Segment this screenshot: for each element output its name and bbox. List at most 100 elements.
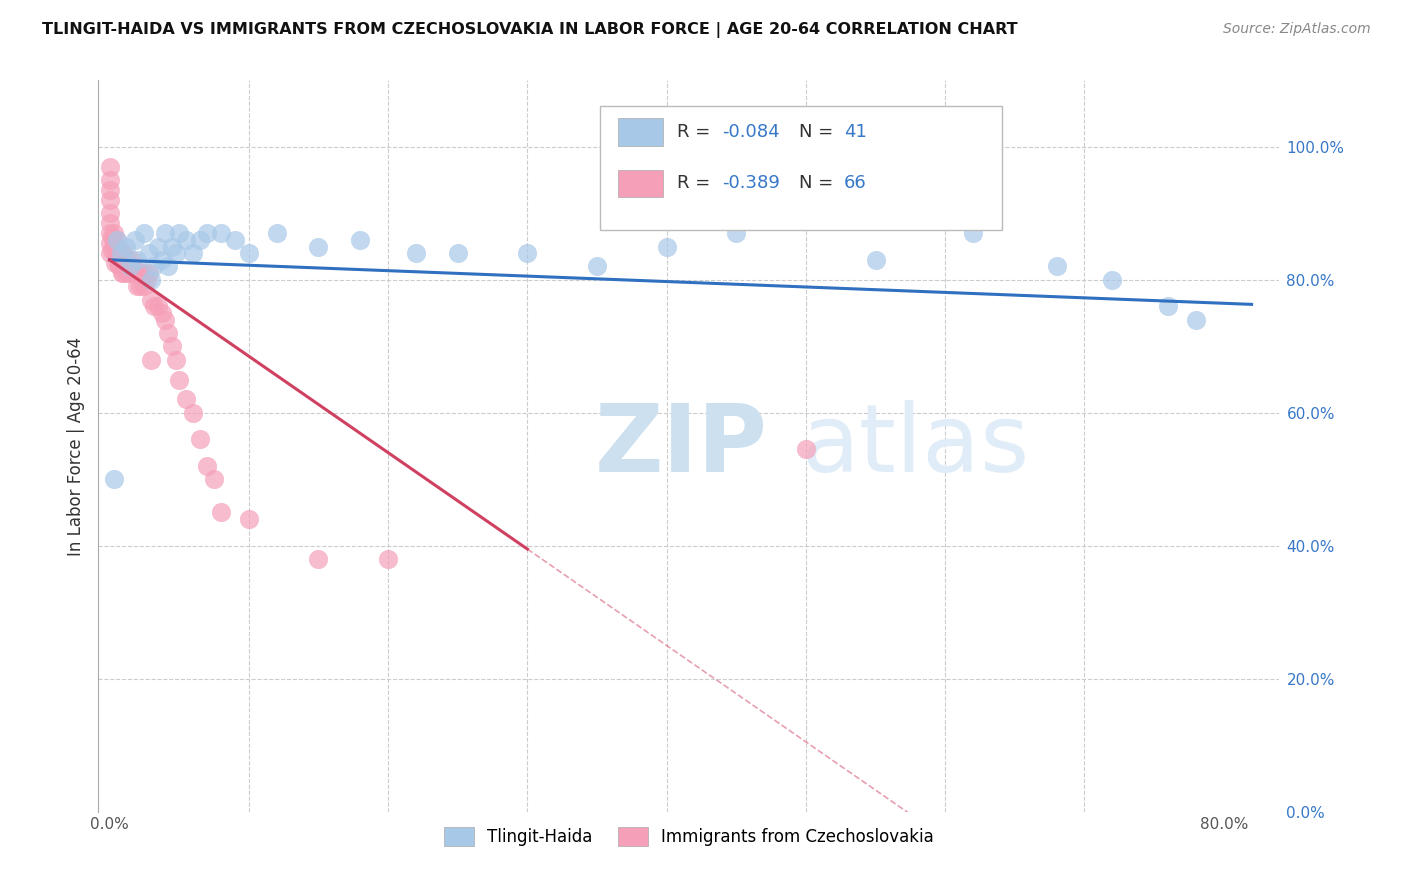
Point (209, 506, 232, 520)
Point (167, 372, 190, 386)
Point (98, 236, 121, 251)
Point (104, 256, 127, 270)
Text: 66: 66 (844, 175, 866, 193)
Point (98, 206, 121, 220)
Point (122, 260, 145, 274)
Point (121, 252, 143, 267)
Point (136, 273, 159, 287)
Point (209, 226, 232, 240)
Point (586, 260, 609, 274)
Text: R =: R = (678, 123, 716, 141)
Point (117, 256, 139, 270)
Point (120, 266, 142, 280)
Point (238, 246, 260, 260)
Point (129, 279, 152, 293)
Point (110, 260, 132, 274)
Point (794, 442, 817, 457)
Point (105, 233, 128, 247)
Point (266, 226, 288, 240)
Text: -0.084: -0.084 (723, 123, 780, 141)
Point (141, 293, 163, 307)
FancyBboxPatch shape (619, 119, 664, 146)
Point (114, 252, 136, 267)
Point (516, 246, 538, 260)
Point (143, 299, 166, 313)
Point (148, 299, 170, 313)
Text: ZIP: ZIP (595, 400, 768, 492)
Point (134, 266, 156, 280)
Point (112, 246, 135, 260)
Point (110, 246, 132, 260)
Point (202, 472, 225, 486)
Point (157, 326, 180, 340)
Point (108, 246, 131, 260)
Point (188, 433, 211, 447)
Point (181, 406, 204, 420)
Point (124, 233, 146, 247)
Point (98, 216, 121, 230)
Point (103, 472, 125, 486)
Point (195, 226, 218, 240)
Point (111, 252, 134, 267)
Text: N =: N = (799, 123, 839, 141)
Point (127, 279, 149, 293)
Point (114, 262, 136, 277)
FancyBboxPatch shape (600, 106, 1002, 230)
Point (112, 266, 135, 280)
Point (794, 193, 817, 207)
Point (101, 243, 124, 257)
Point (103, 226, 125, 240)
Point (124, 266, 146, 280)
Point (157, 260, 180, 274)
Point (138, 246, 160, 260)
Text: atlas: atlas (801, 400, 1029, 492)
Text: N =: N = (799, 175, 839, 193)
Point (141, 352, 163, 367)
Point (120, 260, 142, 274)
Point (1101, 273, 1123, 287)
Point (1185, 312, 1208, 326)
Point (1046, 260, 1069, 274)
Point (98, 183, 121, 197)
Point (118, 260, 141, 274)
Point (103, 236, 125, 251)
Point (447, 246, 470, 260)
Point (188, 233, 211, 247)
Legend: Tlingit-Haida, Immigrants from Czechoslovakia: Tlingit-Haida, Immigrants from Czechoslo… (436, 819, 942, 855)
Point (1157, 299, 1180, 313)
Point (725, 226, 748, 240)
Point (165, 246, 187, 260)
Text: R =: R = (678, 175, 716, 193)
Point (105, 243, 128, 257)
FancyBboxPatch shape (619, 169, 664, 197)
Point (138, 266, 160, 280)
Point (174, 392, 197, 407)
Point (98, 173, 121, 187)
Point (134, 279, 156, 293)
Point (104, 246, 127, 260)
Text: Source: ZipAtlas.com: Source: ZipAtlas.com (1223, 22, 1371, 37)
Point (162, 239, 184, 253)
Text: TLINGIT-HAIDA VS IMMIGRANTS FROM CZECHOSLOVAKIA IN LABOR FORCE | AGE 20-64 CORRE: TLINGIT-HAIDA VS IMMIGRANTS FROM CZECHOS… (42, 22, 1018, 38)
Point (162, 339, 184, 353)
Point (107, 246, 129, 260)
Point (108, 260, 131, 274)
Point (308, 552, 330, 566)
Point (127, 266, 149, 280)
Point (152, 306, 174, 320)
Point (148, 239, 170, 253)
Point (224, 233, 246, 247)
Point (127, 252, 149, 267)
Point (238, 512, 260, 526)
Y-axis label: In Labor Force | Age 20-64: In Labor Force | Age 20-64 (66, 336, 84, 556)
Point (152, 252, 174, 267)
Point (155, 226, 177, 240)
Point (141, 273, 163, 287)
Point (165, 352, 187, 367)
Point (143, 260, 166, 274)
Point (134, 226, 156, 240)
Point (308, 239, 330, 253)
Point (98, 246, 121, 260)
Point (155, 312, 177, 326)
Point (112, 256, 135, 270)
